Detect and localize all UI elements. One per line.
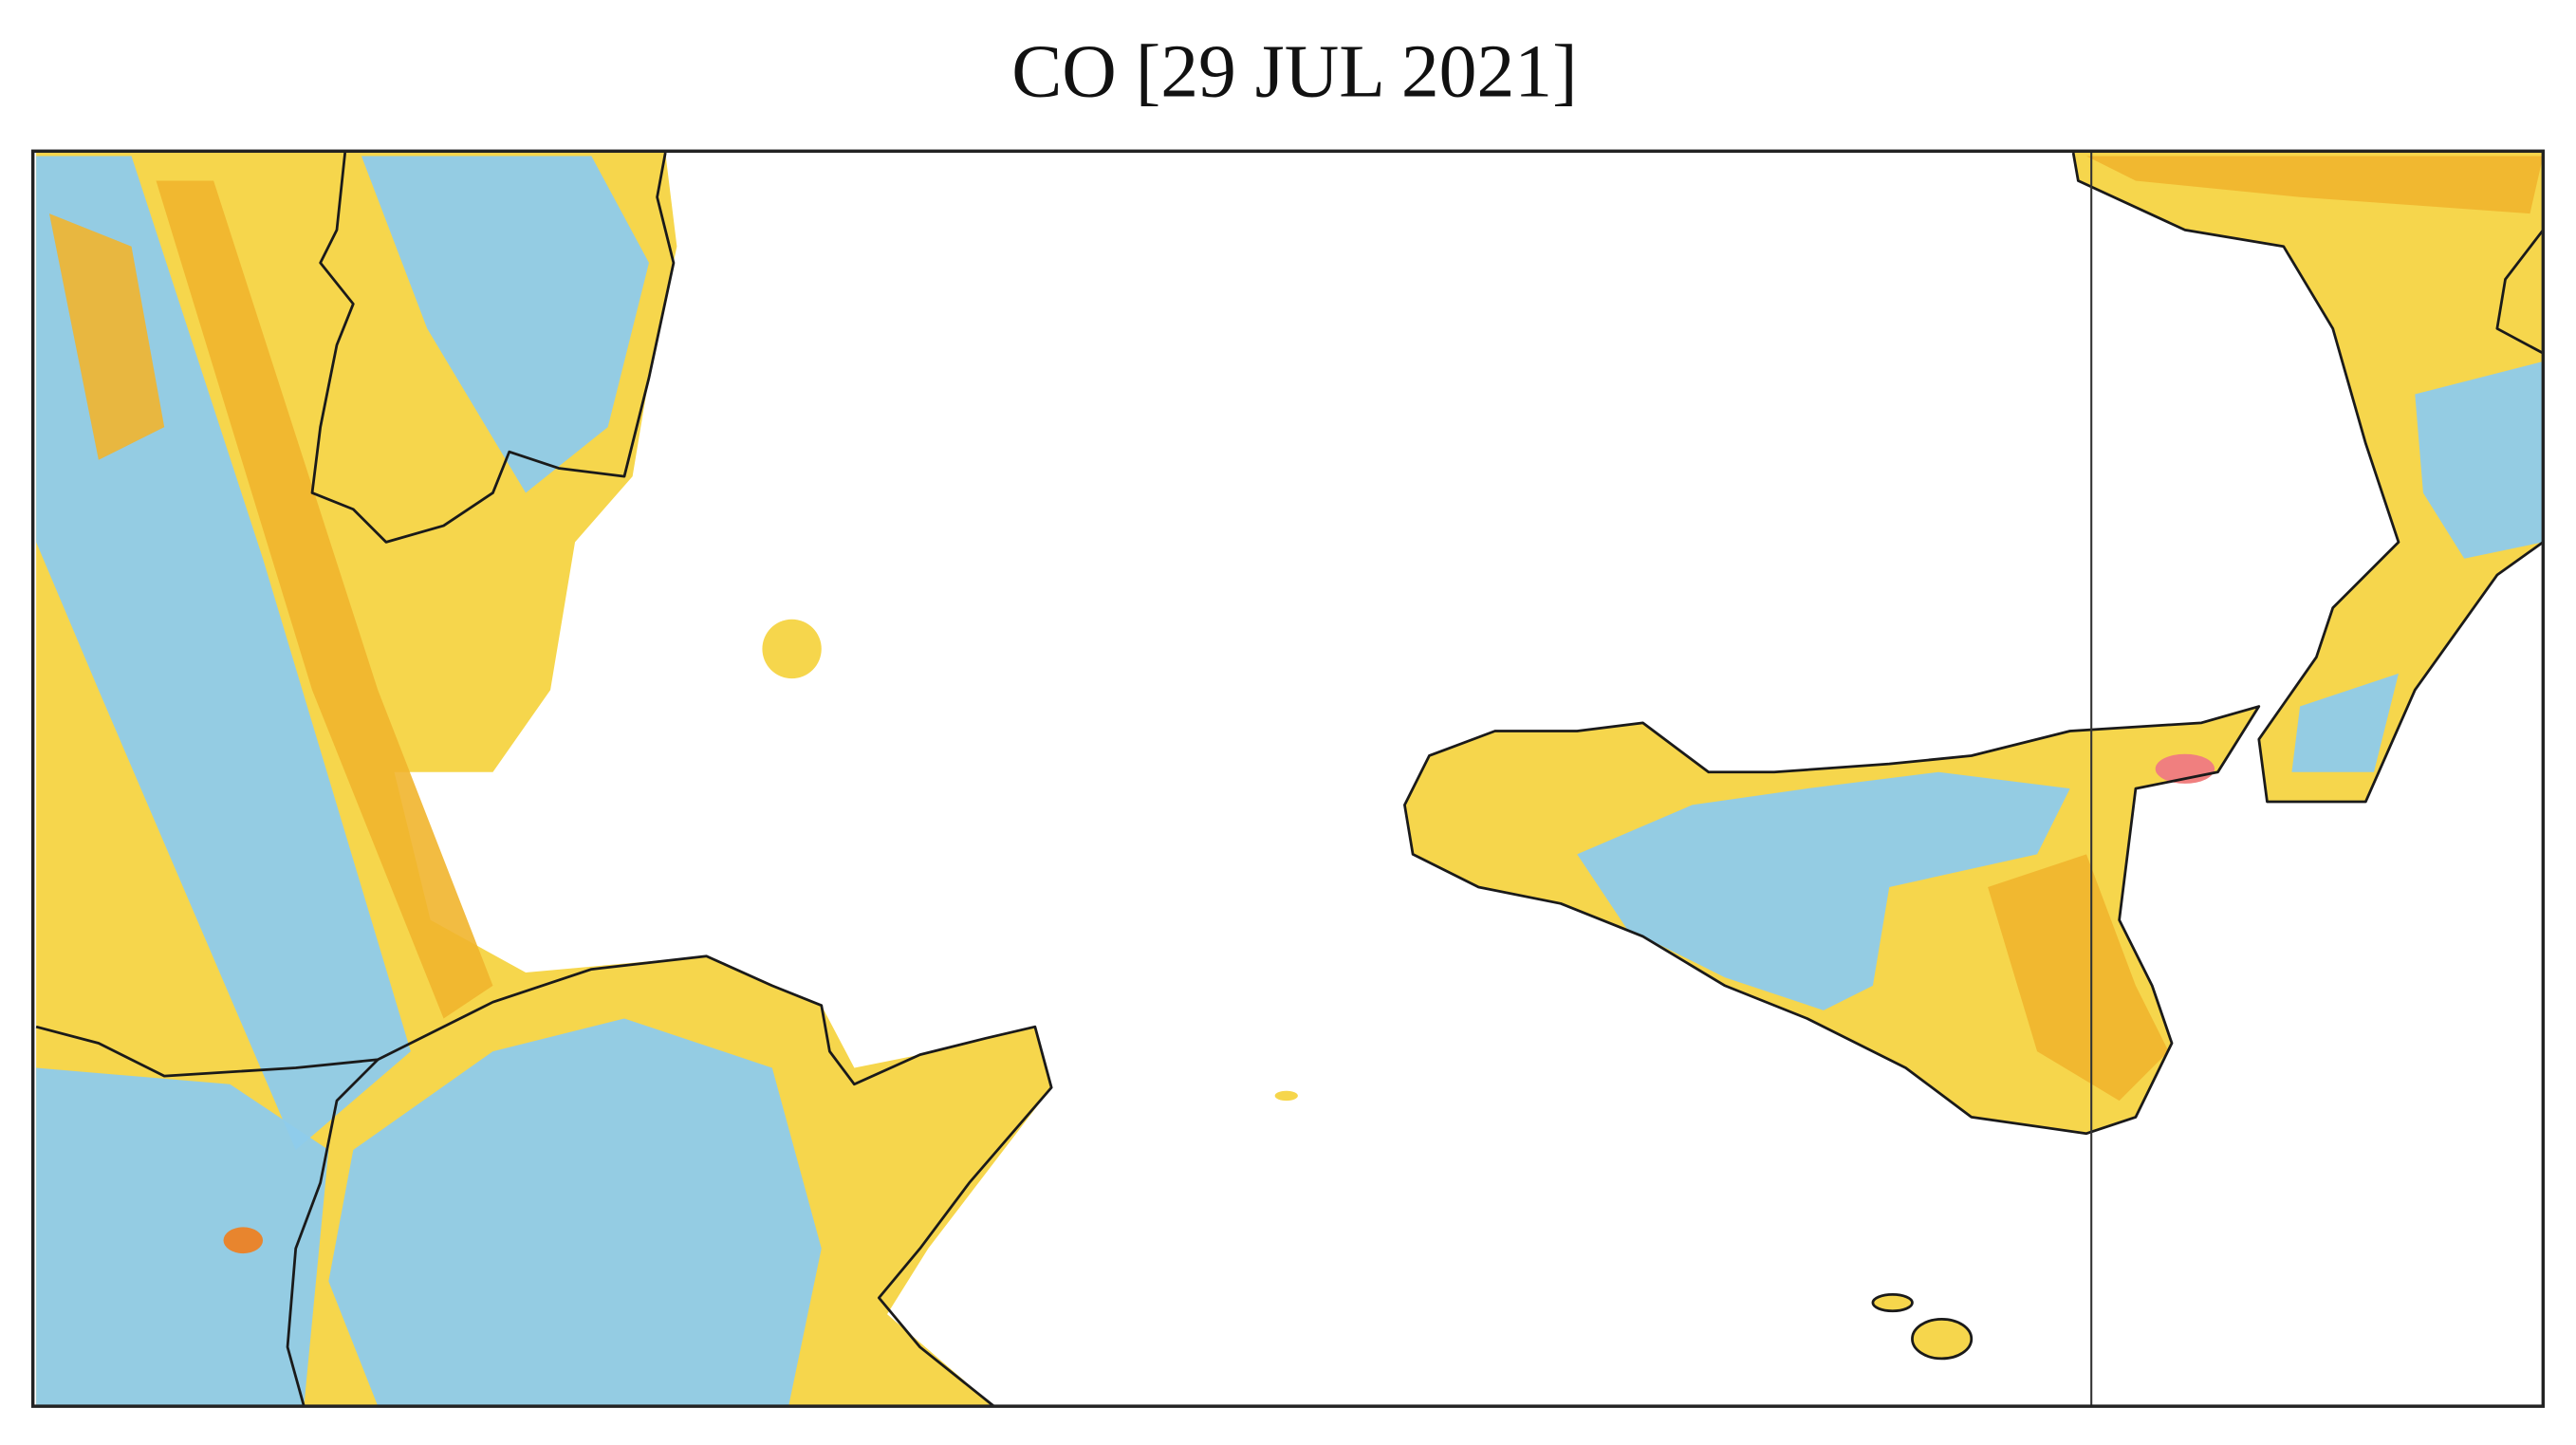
high-co-band [156,180,493,1019]
high-co-area [2085,156,2544,214]
co-field [36,153,2544,1407]
data-malta [1912,1319,1972,1359]
high-co-area [1988,854,2169,1102]
data-patch [762,619,822,679]
low-co-area [2291,673,2399,772]
high-co-band [48,213,165,460]
low-co-area [2415,361,2544,559]
data-malta [1872,1294,1913,1311]
low-co-area [1577,771,2070,1010]
coastlines [35,152,2545,1408]
data-calabria [2073,153,2544,802]
low-co-band [328,1018,822,1407]
map-area [30,149,2546,1408]
map-frame [30,149,2546,1408]
map-title: CO [29 JUL 2021] [1011,29,1577,113]
low-co-band [36,1067,329,1407]
data-patch [1274,1090,1298,1102]
low-co-band [361,156,649,493]
hotspot [223,1227,264,1254]
